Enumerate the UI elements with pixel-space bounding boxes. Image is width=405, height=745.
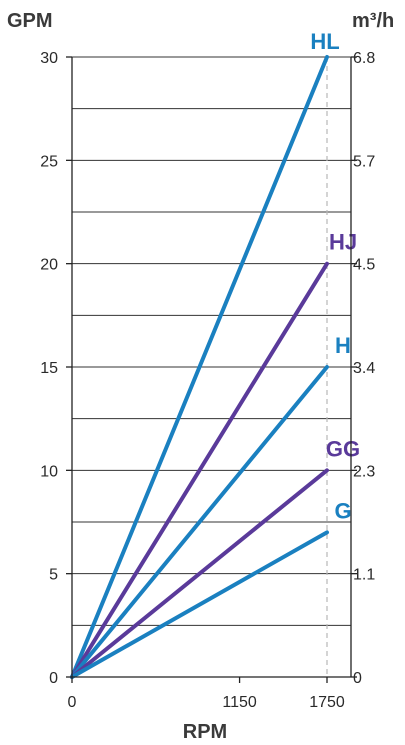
y-tick-label: 25 xyxy=(40,153,58,170)
series-label-g: G xyxy=(334,498,351,523)
series-label-gg: GG xyxy=(326,436,360,461)
y2-tick-label: 6.8 xyxy=(353,50,375,67)
y2-axis-ticks: 0 1.1 2.3 3.4 4.5 5.7 6.8 xyxy=(351,50,375,687)
y-axis-ticks: 0 5 10 15 20 25 30 xyxy=(40,50,72,687)
series-label-hl: HL xyxy=(310,29,339,54)
x-axis-ticks: 0 1150 1750 xyxy=(68,677,345,711)
x-tick-label: 1750 xyxy=(309,694,345,711)
series-lines xyxy=(70,55,329,679)
x-tick-label: 1150 xyxy=(222,694,257,711)
y2-tick-label: 5.7 xyxy=(353,153,375,170)
y2-tick-label: 4.5 xyxy=(353,257,375,274)
x-tick-label: 0 xyxy=(68,694,77,711)
series-line-h xyxy=(70,365,329,679)
series-label-hj: HJ xyxy=(329,230,357,255)
y2-axis-title: m³/h xyxy=(352,10,394,32)
y-tick-label: 5 xyxy=(49,567,58,584)
y-axis-title: GPM xyxy=(7,10,53,32)
series-line-g xyxy=(70,530,329,679)
y2-tick-label: 0 xyxy=(353,670,362,687)
series-line-hj xyxy=(70,261,329,679)
y-tick-label: 10 xyxy=(40,463,58,480)
grid-lines xyxy=(72,56,351,626)
series-line-gg xyxy=(70,468,329,679)
y2-tick-label: 3.4 xyxy=(353,360,375,377)
series-line-hl xyxy=(70,55,329,679)
x-axis-title: RPM xyxy=(183,721,227,743)
y2-tick-label: 2.3 xyxy=(353,463,375,480)
series-label-h: H xyxy=(335,333,351,358)
y2-tick-label: 1.1 xyxy=(353,567,375,584)
y-tick-label: 20 xyxy=(40,257,58,274)
y-tick-label: 15 xyxy=(40,360,58,377)
y-tick-label: 30 xyxy=(40,50,58,67)
y-tick-label: 0 xyxy=(49,670,58,687)
